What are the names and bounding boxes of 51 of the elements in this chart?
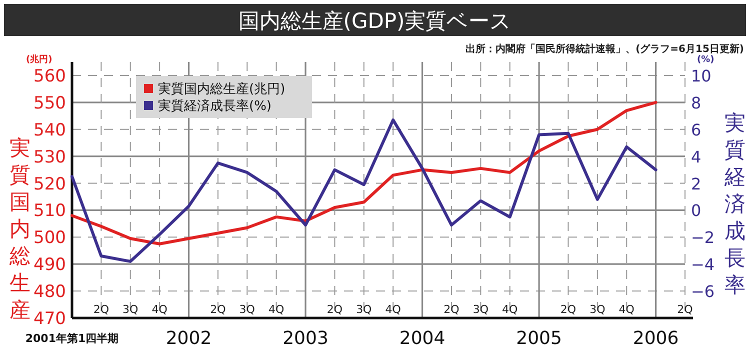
y2-tick-label: 8 — [691, 93, 702, 112]
y2-tick-label: 6 — [691, 120, 702, 140]
x-tick-label: 3Q — [356, 303, 372, 316]
x-tick-label: 4Q — [502, 303, 518, 316]
y2-tick-label: −2 — [691, 228, 715, 248]
y-tick-label: 510 — [34, 201, 66, 222]
x-tick-label: 2001年第1四半期 — [25, 332, 119, 345]
y2-tick-label: 2 — [691, 174, 702, 194]
y2-tick-label: 10 — [691, 66, 712, 86]
y-tick-label: 530 — [34, 147, 66, 168]
x-tick-label: 2006 — [632, 328, 679, 349]
x-tick-label: 2Q — [210, 303, 226, 316]
y-tick-label: 520 — [34, 174, 66, 194]
x-tick-label: 2Q — [677, 303, 694, 316]
x-tick-label: 4Q — [618, 303, 635, 316]
legend-label: 実質国内総生産(兆円) — [158, 81, 286, 97]
y-tick-label: 470 — [34, 309, 66, 329]
x-tick-label: 2Q — [444, 303, 460, 316]
y2-axis-title: 実質経済成長率 — [724, 111, 746, 297]
y-tick-label: 490 — [34, 255, 66, 276]
y2-tick-label: −4 — [691, 255, 715, 274]
x-tick-label: 2002 — [166, 328, 212, 349]
line-series — [70, 118, 658, 263]
y-tick-label: 560 — [34, 66, 66, 86]
x-tick-label: 3Q — [239, 303, 256, 316]
text: (%) — [697, 55, 714, 65]
x-tick-label: 2005 — [516, 328, 562, 349]
y2-tick-label: 0 — [691, 201, 702, 220]
chart-title: 国内総生産(GDP)実質ベース — [238, 9, 512, 33]
x-tick-label: 2Q — [326, 303, 343, 316]
x-tick-label: 2003 — [282, 328, 328, 349]
y-tick-label: 550 — [34, 93, 66, 114]
x-tick-label: 3Q — [472, 303, 489, 316]
legend-label: 実質経済成長率(%) — [158, 98, 272, 114]
y2-tick-label: −6 — [691, 282, 715, 302]
x-tick-label: 3Q — [590, 303, 606, 316]
x-tick-label: 2Q — [560, 303, 576, 316]
x-tick-label: 3Q — [122, 303, 139, 316]
x-tick-label: 4Q — [152, 303, 168, 316]
y-tick-label: 480 — [34, 282, 66, 302]
y-tick-label: 540 — [34, 120, 66, 140]
x-tick-label: 2Q — [93, 303, 110, 316]
y2-tick-label: 4 — [691, 147, 702, 166]
text: 出所：内閣府「国民所得統計速報」、(グラフ=6月15日更新) — [466, 43, 744, 55]
text: (兆円) — [26, 54, 52, 65]
y-axis-title: 実質国内総生産 — [8, 136, 30, 322]
x-tick-label: 4Q — [268, 303, 284, 316]
y-tick-label: 500 — [34, 228, 66, 248]
x-tick-label: 2004 — [399, 328, 446, 349]
x-tick-label: 4Q — [385, 303, 402, 316]
line-series — [70, 100, 658, 246]
